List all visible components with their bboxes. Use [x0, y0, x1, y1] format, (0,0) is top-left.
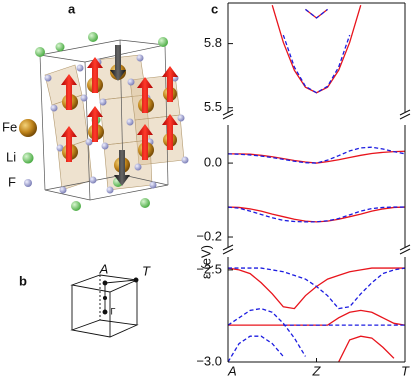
band-line	[282, 34, 351, 94]
band-line	[228, 309, 405, 326]
band-line	[305, 8, 328, 19]
y-tick-label: 5.5	[204, 99, 222, 114]
band-line	[228, 267, 405, 310]
crystal-structure	[35, 32, 189, 211]
band-line	[228, 206, 405, 223]
atom-label: F	[8, 174, 16, 189]
band-line	[338, 335, 395, 362]
y-tick-label: −0.2	[196, 228, 222, 243]
band-line	[228, 335, 284, 362]
band-line	[228, 146, 405, 164]
band-line	[305, 8, 328, 19]
y-tick-label: 0.0	[204, 155, 222, 170]
band-line	[228, 307, 306, 357]
band-line	[228, 267, 405, 310]
bz-point-label: T	[142, 263, 151, 278]
x-tick-label: Z	[312, 363, 322, 378]
axis-break	[222, 244, 234, 255]
y-tick-label: 5.8	[204, 35, 222, 50]
x-tick-label: T	[401, 363, 410, 378]
atom-legend: Fe Li F	[2, 119, 37, 189]
plot-area	[271, 4, 362, 94]
plot-area	[228, 267, 405, 362]
panel-label: a	[68, 1, 76, 16]
axis-break	[399, 244, 411, 255]
brillouin-zone	[70, 274, 139, 338]
axis-break	[222, 109, 234, 120]
y-tick-label: −3.0	[196, 353, 222, 368]
y-tick-label: −2.5	[196, 261, 222, 276]
atom-label: Fe	[2, 119, 17, 134]
x-tick-label: A	[227, 363, 237, 378]
panel-label: c	[211, 1, 218, 16]
plot-area	[228, 146, 405, 223]
bz-point-label: A	[99, 261, 109, 276]
bz-point-label: Γ	[111, 306, 116, 316]
y-axis-label: ε (eV)	[198, 245, 213, 279]
axis-break	[399, 109, 411, 120]
panel-label: b	[19, 273, 27, 288]
band-line	[228, 150, 405, 164]
atom-label: Li	[6, 149, 16, 164]
band-line	[228, 206, 405, 223]
